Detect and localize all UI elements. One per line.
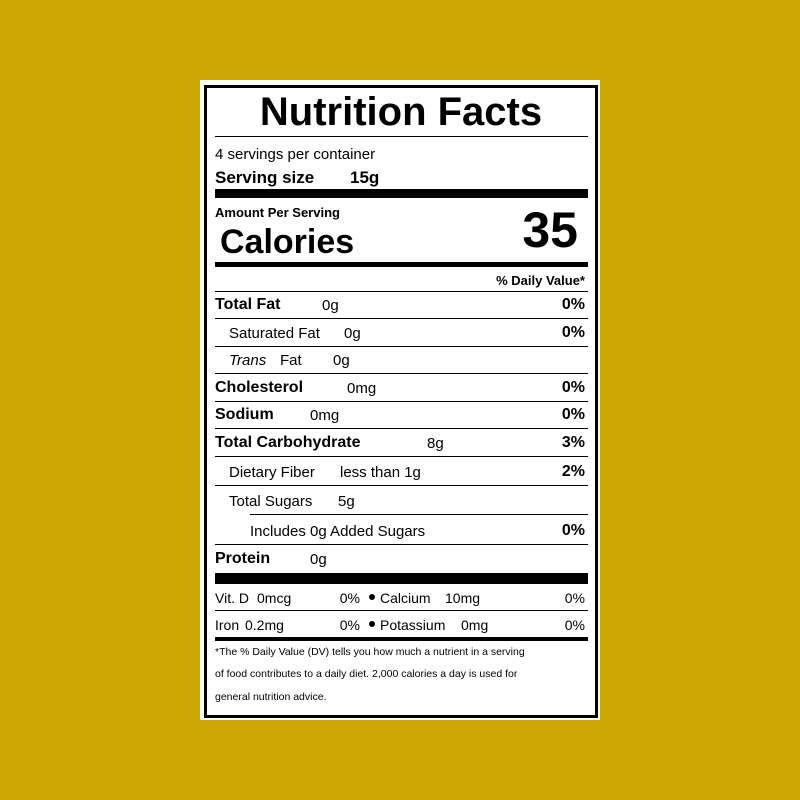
serving-size-label: Serving size (215, 167, 315, 187)
bullet (369, 621, 375, 627)
rule (215, 373, 588, 374)
nutrient-amount: less than 1g (340, 463, 421, 481)
label-card (200, 80, 600, 720)
vitamin-name: Potassium (380, 617, 446, 633)
nutrient-daily-value: 0% (561, 324, 585, 341)
nutrient-name: Fat (280, 351, 302, 369)
nutrient-daily-value: 0% (561, 406, 585, 423)
vitamin-amount: 10mg (445, 590, 481, 606)
nutrient-amount: 5g (338, 492, 355, 510)
nutrient-daily-value: 0% (561, 379, 585, 396)
vitamin-daily-value: 0% (339, 617, 360, 633)
rule (215, 544, 588, 545)
vitamin-name: Calcium (380, 590, 431, 606)
nutrient-amount: 0g (322, 296, 339, 314)
rule (215, 318, 588, 319)
rule (215, 346, 588, 347)
rule (215, 428, 588, 429)
medium-rule (215, 262, 588, 267)
nutrient-amount: 0g (333, 351, 350, 369)
rule (215, 401, 588, 402)
calories-label: Calories (220, 223, 355, 261)
nutrient-name: Dietary Fiber (229, 463, 315, 481)
rule (215, 485, 588, 486)
nutrient-name: Total Carbohydrate (215, 434, 361, 451)
nutrient-name: Total Sugars (229, 492, 313, 510)
thick-rule (215, 189, 588, 198)
nutrient-name: Sodium (215, 406, 274, 423)
nutrient-daily-value: 0% (561, 522, 585, 539)
nutrient-amount: 0mg (347, 379, 377, 397)
vitamin-amount: 0.2mg (245, 617, 284, 633)
rule (215, 456, 588, 457)
nutrient-daily-value: 3% (561, 434, 585, 451)
amount-per-serving: Amount Per Serving (215, 204, 340, 220)
rule (250, 514, 588, 515)
nutrient-daily-value: 2% (561, 463, 585, 480)
serving-size-value: 15g (350, 167, 380, 187)
vitamin-name: Vit. D (215, 590, 249, 606)
vitamin-name: Iron (215, 617, 240, 633)
vitamin-daily-value: 0% (564, 590, 585, 606)
rule (215, 291, 588, 292)
calories-value: 35 (522, 202, 578, 258)
vitamin-daily-value: 0% (339, 590, 360, 606)
nutrient-name: Cholesterol (215, 379, 304, 396)
footnote-line: of food contributes to a daily diet. 2,0… (215, 668, 518, 681)
medium-rule (215, 637, 588, 641)
daily-value-header: % Daily Value* (496, 272, 585, 288)
bullet (369, 594, 375, 600)
nutrient-name: Includes 0g Added Sugars (250, 522, 426, 540)
label-border (204, 85, 598, 718)
nutrient-amount: 0g (310, 550, 327, 568)
nutrient-amount: 0g (344, 324, 361, 342)
vitamin-daily-value: 0% (564, 617, 585, 633)
nutrient-name: Protein (215, 550, 271, 567)
nutrient-amount: 0mg (310, 406, 340, 424)
nutrient-name: Total Fat (215, 296, 281, 313)
nutrient-name: Saturated Fat (229, 324, 320, 342)
footnote-line: general nutrition advice. (215, 690, 327, 703)
nutrient-amount: 8g (427, 434, 444, 452)
rule (215, 136, 588, 137)
footnote-line: *The % Daily Value (DV) tells you how mu… (215, 645, 525, 658)
thick-rule (215, 573, 588, 584)
nutrient-daily-value: 0% (561, 296, 585, 313)
vitamin-amount: 0mg (461, 617, 489, 633)
nutrient-name-italic: Trans (229, 351, 267, 369)
vitamin-amount: 0mcg (257, 590, 292, 606)
rule (215, 610, 588, 611)
servings-per-container: 4 servings per container (215, 145, 376, 163)
title: Nutrition Facts (259, 90, 543, 134)
